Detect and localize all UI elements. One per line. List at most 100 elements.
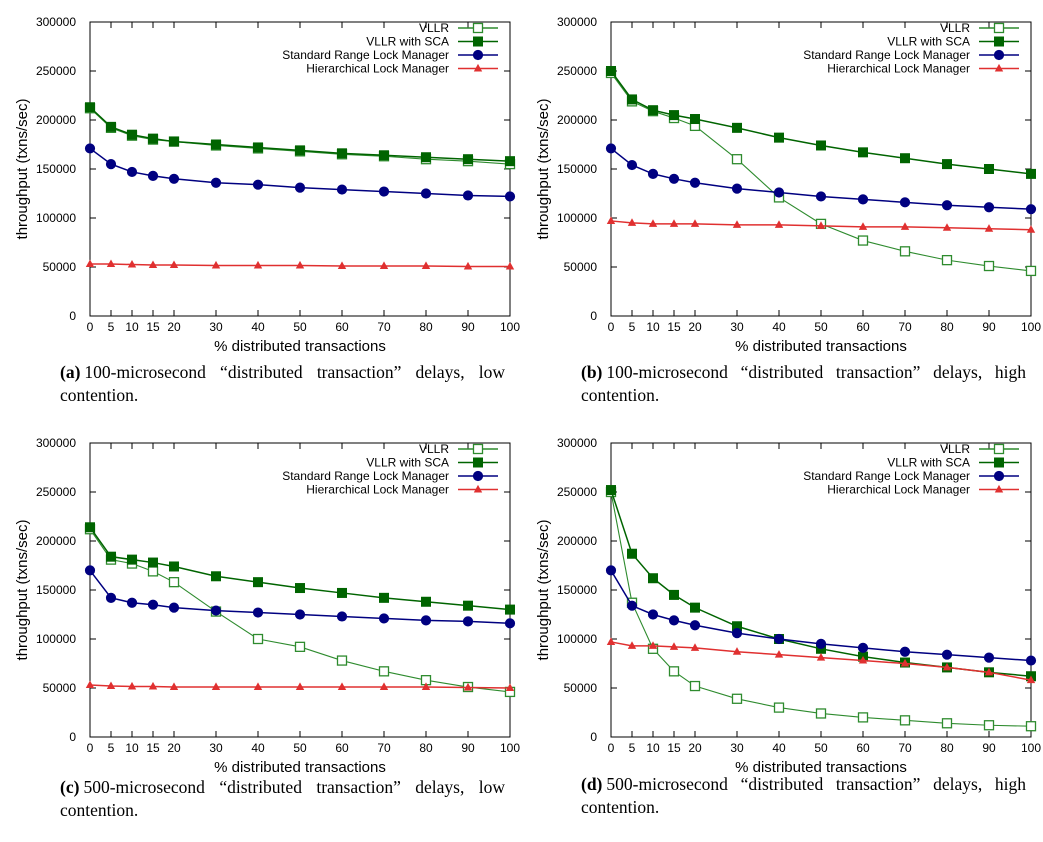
x-tick-label: 0 <box>87 320 94 334</box>
data-point <box>147 566 159 577</box>
legend-entry-standard-range-lock-manager: Standard Range Lock Manager <box>803 469 1019 483</box>
data-point <box>169 682 179 691</box>
y-tick-label: 150000 <box>36 583 76 597</box>
data-point <box>983 260 995 272</box>
x-tick-label: 90 <box>982 320 996 334</box>
data-point <box>732 647 742 655</box>
y-tick-label: 50000 <box>564 681 598 695</box>
data-point <box>105 159 117 170</box>
data-point <box>627 641 637 649</box>
series-line-vllr <box>610 491 1032 727</box>
legend-entry-vllr: VLLR <box>940 442 1019 456</box>
x-tick-label: 10 <box>646 741 660 755</box>
data-point <box>336 655 348 666</box>
data-point <box>379 682 389 691</box>
y-axis-label: throughput (txns/sec) <box>535 520 552 661</box>
x-tick-label: 70 <box>377 320 391 334</box>
data-point <box>731 693 743 704</box>
y-tick-label: 50000 <box>43 681 77 695</box>
y-tick-label: 300000 <box>557 436 597 450</box>
legend-label: Standard Range Lock Manager <box>803 469 970 483</box>
legend-marker <box>993 22 1005 34</box>
y-tick-label: 300000 <box>36 15 76 29</box>
legend-entry-vllr: VLLR <box>940 21 1019 35</box>
data-point <box>336 184 348 195</box>
legend-marker <box>994 63 1004 72</box>
y-tick-label: 0 <box>69 309 76 323</box>
data-point <box>211 260 221 269</box>
data-point <box>669 589 679 600</box>
data-point <box>294 182 306 193</box>
x-tick-label: 20 <box>688 320 702 334</box>
x-tick-label: 50 <box>293 741 307 755</box>
legend-marker <box>994 457 1004 468</box>
data-point <box>147 170 159 181</box>
data-point <box>689 680 701 692</box>
y-tick-label: 150000 <box>36 162 76 176</box>
data-point <box>379 261 389 270</box>
data-point <box>690 219 700 227</box>
data-point <box>463 261 473 270</box>
x-tick-label: 30 <box>209 320 223 334</box>
data-point <box>858 655 868 664</box>
data-point <box>295 583 305 594</box>
x-tick-label: 15 <box>667 320 681 334</box>
data-point <box>148 133 158 144</box>
data-point <box>942 159 952 170</box>
legend-label: VLLR with SCA <box>366 456 449 470</box>
caption-b-label: (b) <box>581 362 603 382</box>
legend-label: Hierarchical Lock Manager <box>306 62 449 76</box>
data-point <box>1025 204 1037 215</box>
data-point <box>857 642 869 653</box>
data-point <box>731 628 743 639</box>
data-point <box>421 596 431 607</box>
data-point <box>858 222 868 230</box>
data-point <box>294 641 306 652</box>
x-tick-label: 5 <box>108 320 115 334</box>
y-tick-label: 250000 <box>557 485 597 499</box>
x-tick-label: 80 <box>940 741 954 755</box>
data-point <box>337 682 347 691</box>
data-point <box>857 712 869 723</box>
legend-entry-vllr-with-sca: VLLR with SCA <box>887 456 1019 470</box>
data-point <box>689 620 701 631</box>
y-tick-label: 100000 <box>557 632 597 646</box>
x-tick-label: 40 <box>772 320 786 334</box>
data-point <box>899 197 911 208</box>
legend-label: VLLR <box>419 442 449 456</box>
data-point <box>148 557 158 568</box>
series-standard-range-lock-manager <box>605 565 1037 666</box>
data-point <box>378 186 390 197</box>
caption-c-label: (c) <box>60 777 80 797</box>
chart-panel-b: 0 50000 100000 150000 200000 250000 300000 0 5 10… <box>521 0 1042 421</box>
y-tick-label: 50000 <box>43 260 77 274</box>
data-point <box>126 597 138 608</box>
legend-label: Standard Range Lock Manager <box>282 469 449 483</box>
data-point <box>774 132 784 143</box>
data-point <box>294 609 306 620</box>
series-standard-range-lock-manager <box>605 143 1037 215</box>
y-tick-label: 250000 <box>36 64 76 78</box>
data-point <box>606 637 616 645</box>
y-tick-label: 300000 <box>557 15 597 29</box>
data-point <box>505 683 515 691</box>
data-point <box>126 166 138 178</box>
legend-entry-vllr: VLLR <box>419 442 498 456</box>
data-point <box>106 681 116 690</box>
x-tick-label: 100 <box>1021 320 1041 334</box>
x-axis-label: % distributed transactions <box>214 338 386 355</box>
data-point <box>168 577 180 588</box>
legend-entry-hierarchical-lock-manager: Hierarchical Lock Manager <box>827 483 1019 497</box>
data-point <box>168 602 180 613</box>
data-point <box>900 658 910 667</box>
data-point <box>252 179 264 190</box>
data-point <box>253 142 263 153</box>
data-point <box>505 261 515 270</box>
data-point <box>505 604 515 615</box>
data-point <box>295 145 305 156</box>
data-point <box>648 573 658 584</box>
data-point <box>942 223 952 231</box>
data-point <box>690 643 700 651</box>
data-point <box>668 173 680 184</box>
